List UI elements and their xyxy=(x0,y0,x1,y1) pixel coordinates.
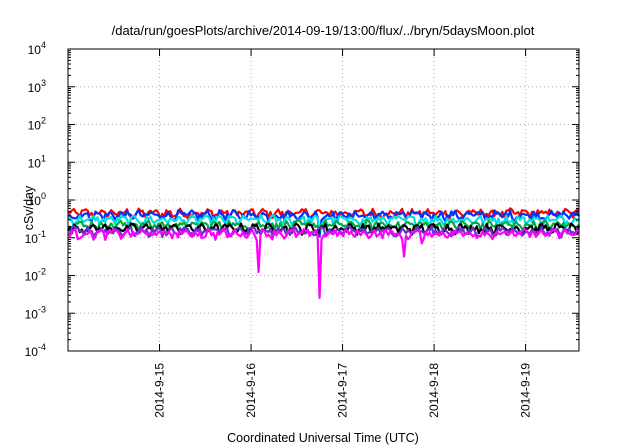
series-line-4 xyxy=(67,219,580,233)
series-line-2 xyxy=(67,209,580,238)
x-tick-label: 2014-9-16 xyxy=(244,363,258,418)
y-tick-label: 10-4 xyxy=(25,342,46,359)
y-tick-label: 103 xyxy=(28,78,46,95)
y-tick-exponent: 2 xyxy=(41,116,46,126)
y-tick-label: 100 xyxy=(28,191,46,208)
y-tick-label: 101 xyxy=(28,153,46,170)
y-axis-label: cSv/day xyxy=(22,185,36,230)
x-tick-label: 2014-9-19 xyxy=(519,363,533,418)
y-tick-base: 10 xyxy=(25,270,39,284)
y-tick-exponent: 1 xyxy=(41,153,46,163)
series-line-7 xyxy=(67,227,580,300)
series-group xyxy=(67,207,581,300)
y-tick-exponent: -1 xyxy=(38,229,46,239)
y-tick-base: 10 xyxy=(28,81,42,95)
x-tick-label: 2014-9-18 xyxy=(427,363,441,418)
y-tick-base: 10 xyxy=(25,232,39,246)
x-tick-label: 2014-9-17 xyxy=(336,363,350,418)
x-tick-label: 2014-9-15 xyxy=(153,363,167,418)
y-tick-exponent: -4 xyxy=(38,342,46,352)
grid xyxy=(68,49,579,351)
y-tick-base: 10 xyxy=(28,43,42,57)
y-tick-base: 10 xyxy=(28,194,42,208)
y-tick-base: 10 xyxy=(28,119,42,133)
y-tick-label: 10-1 xyxy=(25,229,46,246)
x-axis: 2014-9-15 2014-9-16 2014-9-17 2014-9-18 2014… xyxy=(153,49,533,418)
y-tick-label: 104 xyxy=(28,40,46,57)
y-tick-base: 10 xyxy=(25,345,39,359)
y-tick-label: 102 xyxy=(28,116,46,133)
x-axis-label: Coordinated Universal Time (UTC) xyxy=(227,431,419,445)
y-tick-exponent: -3 xyxy=(38,304,46,314)
y-tick-base: 10 xyxy=(25,307,39,321)
series-line-3 xyxy=(67,214,580,232)
y-tick-exponent: 4 xyxy=(41,40,46,50)
y-tick-exponent: 3 xyxy=(41,78,46,88)
y-tick-exponent: -2 xyxy=(38,267,46,277)
y-tick-label: 10-3 xyxy=(25,304,46,321)
y-tick-exponent: 0 xyxy=(41,191,46,201)
chart-title: /data/run/goesPlots/archive/2014-09-19/1… xyxy=(112,23,535,38)
y-tick-label: 10-2 xyxy=(25,267,46,284)
y-tick-base: 10 xyxy=(28,156,42,170)
